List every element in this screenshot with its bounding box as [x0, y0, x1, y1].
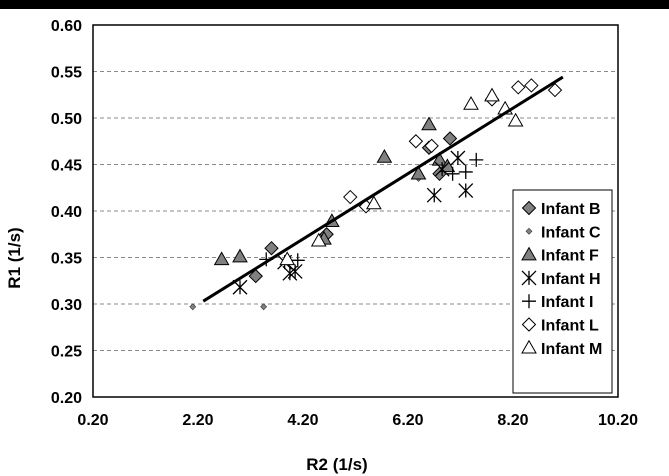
y-tick-label: 0.45	[51, 158, 82, 175]
y-tick-label: 0.20	[51, 390, 82, 407]
point-infant-h	[426, 187, 442, 203]
x-tick-label: 6.20	[392, 412, 423, 429]
data-points	[189, 78, 563, 311]
point-infant-m	[507, 112, 524, 127]
point-infant-l	[408, 134, 424, 149]
legend-label-infant-m: Infant M	[541, 341, 602, 358]
point-infant-m	[463, 96, 479, 110]
point-infant-l	[343, 189, 358, 205]
plot-area	[92, 24, 619, 398]
point-infant-c	[260, 303, 268, 311]
point-infant-i	[445, 166, 460, 181]
point-infant-h	[287, 263, 303, 279]
point-infant-i	[458, 164, 473, 179]
y-tick-label: 0.60	[51, 18, 82, 35]
point-infant-b	[442, 131, 458, 146]
point-infant-b	[248, 268, 263, 284]
point-infant-f	[421, 116, 437, 131]
point-infant-m	[279, 251, 296, 266]
legend-marker-infant-c	[525, 227, 533, 235]
x-tick-labels: 0.20 2.20 4.20 6.20 8.20 10.20	[77, 412, 638, 429]
legend-label-infant-b: Infant B	[541, 201, 601, 218]
legend-label-infant-l: Infant L	[541, 318, 599, 335]
point-infant-l	[547, 82, 563, 98]
point-infant-m	[366, 195, 382, 210]
y-tick-labels: 0.20 0.25 0.30 0.35 0.40 0.45 0.50 0.55 0.60	[51, 18, 82, 407]
point-infant-h	[458, 183, 474, 198]
point-infant-f	[431, 151, 448, 166]
y-tick-label: 0.30	[51, 297, 82, 314]
point-infant-m	[310, 232, 327, 247]
y-tick-label: 0.40	[51, 204, 82, 221]
point-infant-m	[484, 87, 500, 102]
legend-label-infant-i: Infant I	[541, 294, 593, 311]
legend-marker-infant-i	[522, 294, 536, 309]
x-tick-label: 10.20	[598, 412, 638, 429]
x-axis-title: R2 (1/s)	[306, 455, 367, 474]
y-axis-title: R1 (1/s)	[5, 227, 24, 288]
x-tick-label: 0.20	[77, 412, 108, 429]
legend: Infant B Infant C Infant F Infant H Infant I…	[512, 189, 613, 394]
grid	[93, 71, 618, 351]
point-infant-h	[450, 150, 466, 166]
legend-marker-infant-l	[521, 317, 537, 332]
point-infant-i	[290, 253, 305, 268]
legend-marker-infant-f	[521, 246, 537, 261]
point-infant-b	[264, 240, 279, 256]
point-infant-i	[469, 152, 484, 167]
point-infant-f	[213, 251, 230, 266]
top-bar	[0, 0, 669, 9]
y-tick-label: 0.25	[51, 344, 82, 361]
y-tick-label: 0.50	[51, 111, 82, 128]
legend-label-infant-c: Infant C	[541, 224, 601, 241]
point-infant-c	[189, 303, 197, 311]
legend-label-infant-f: Infant F	[541, 248, 599, 265]
point-infant-f	[376, 149, 393, 163]
legend-marker-infant-b	[521, 200, 537, 216]
y-tick-label: 0.55	[51, 65, 82, 82]
x-tick-label: 4.20	[287, 412, 318, 429]
trendline	[202, 75, 564, 303]
point-infant-f	[439, 158, 456, 173]
point-infant-l	[511, 80, 526, 95]
legend-marker-infant-h	[521, 270, 537, 286]
y-tick-label: 0.35	[51, 251, 82, 268]
legend-label-infant-h: Infant H	[541, 271, 601, 288]
point-infant-f	[410, 165, 427, 180]
legend-marker-infant-m	[521, 339, 537, 354]
point-infant-l	[524, 78, 539, 93]
legend-box	[512, 189, 613, 394]
point-infant-l	[424, 138, 439, 154]
point-infant-f	[232, 248, 248, 263]
x-tick-label: 2.20	[182, 412, 213, 429]
x-tick-label: 8.20	[497, 412, 528, 429]
